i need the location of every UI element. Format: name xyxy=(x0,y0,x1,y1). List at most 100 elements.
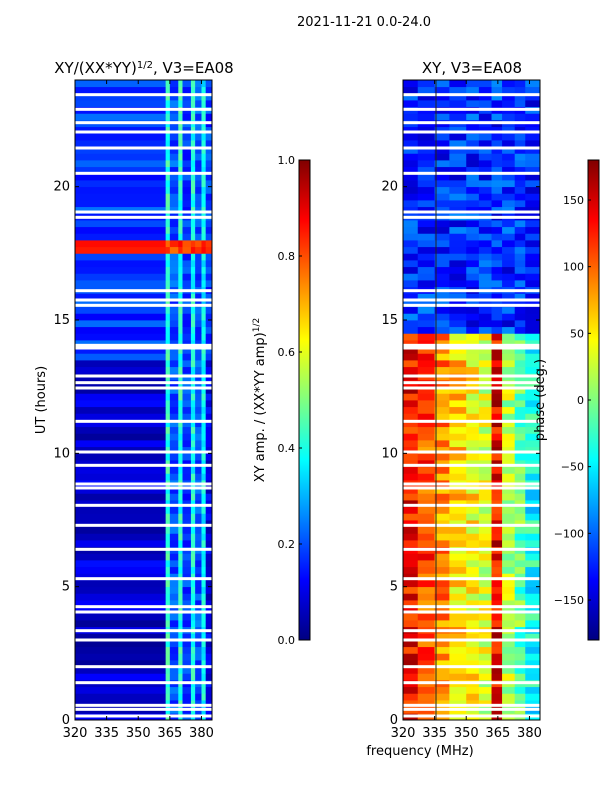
heatmap-cell xyxy=(514,433,526,441)
heatmap-cell xyxy=(182,660,192,668)
heatmap-cell xyxy=(417,166,436,174)
heatmap-cell xyxy=(201,486,207,494)
heatmap-cell xyxy=(466,593,480,601)
heatmap-cell xyxy=(417,180,436,188)
heatmap-cell xyxy=(178,273,183,281)
heatmap-cell xyxy=(502,533,516,541)
flagged-row xyxy=(403,463,540,467)
heatmap-cell xyxy=(514,466,526,474)
heatmap-cell xyxy=(434,180,450,188)
flagged-row xyxy=(75,121,212,125)
heatmap-cell xyxy=(466,660,480,668)
heatmap-cell xyxy=(195,560,202,568)
heatmap-cell xyxy=(75,140,167,148)
flagged-row xyxy=(403,343,540,347)
heatmap-cell xyxy=(165,360,171,368)
heatmap-cell xyxy=(434,386,450,394)
colorbar-tick-label: 150 xyxy=(563,194,584,207)
heatmap-cell xyxy=(514,553,526,561)
heatmap-cell xyxy=(403,553,419,561)
heatmap-cell xyxy=(165,473,171,481)
heatmap-cell xyxy=(478,500,492,508)
heatmap-cell xyxy=(190,600,196,608)
y-tick-label: 20 xyxy=(53,180,70,195)
heatmap-cell xyxy=(525,620,541,628)
y-tick-label: 5 xyxy=(390,580,398,595)
heatmap-cell xyxy=(195,186,202,194)
heatmap-cell xyxy=(525,233,541,241)
heatmap-cell xyxy=(190,193,196,201)
heatmap-cell xyxy=(434,206,450,214)
heatmap-cell xyxy=(491,280,503,288)
heatmap-cell xyxy=(182,153,192,161)
heatmap-cell xyxy=(525,526,541,534)
heatmap-cell xyxy=(195,613,202,621)
heatmap-cell xyxy=(525,426,541,434)
heatmap-cell xyxy=(417,460,436,468)
heatmap-cell xyxy=(190,613,196,621)
heatmap-cell xyxy=(466,226,480,234)
heatmap-cell xyxy=(502,386,516,394)
heatmap-cell xyxy=(478,506,492,514)
flagged-row xyxy=(75,381,212,385)
heatmap-cell xyxy=(182,393,192,401)
heatmap-cell xyxy=(449,540,467,548)
heatmap-cell xyxy=(466,646,480,654)
heatmap-cell xyxy=(190,520,196,528)
heatmap-cell xyxy=(75,573,167,581)
heatmap-cell xyxy=(165,100,171,108)
heatmap-cell xyxy=(449,140,467,148)
heatmap-cell xyxy=(201,186,207,194)
flagged-row xyxy=(403,523,540,527)
heatmap-cell xyxy=(75,413,167,421)
heatmap-cell xyxy=(169,160,179,168)
flagged-row xyxy=(75,346,212,350)
heatmap-cell xyxy=(525,386,541,394)
heatmap-cell xyxy=(178,240,183,248)
heatmap-cell xyxy=(205,153,213,161)
heatmap-cell xyxy=(75,646,167,654)
heatmap-cell xyxy=(169,186,179,194)
heatmap-cell xyxy=(190,606,196,614)
heatmap-cell xyxy=(491,166,503,174)
heatmap-cell xyxy=(195,360,202,368)
heatmap-cell xyxy=(169,646,179,654)
heatmap-cell xyxy=(449,173,467,181)
heatmap-cell xyxy=(201,353,207,361)
heatmap-cell xyxy=(449,360,467,368)
heatmap-cell xyxy=(525,140,541,148)
heatmap-cell xyxy=(190,620,196,628)
heatmap-cell xyxy=(525,186,541,194)
heatmap-cell xyxy=(178,233,183,241)
heatmap-cell xyxy=(201,473,207,481)
heatmap-cell xyxy=(525,326,541,334)
heatmap-cell xyxy=(190,86,196,94)
heatmap-cell xyxy=(205,353,213,361)
heatmap-cell xyxy=(466,500,480,508)
heatmap-cell xyxy=(478,493,492,501)
heatmap-cell xyxy=(178,300,183,308)
heatmap-cell xyxy=(403,660,419,668)
heatmap-cell xyxy=(201,166,207,174)
heatmap-cell xyxy=(190,160,196,168)
heatmap-cell xyxy=(75,566,167,574)
heatmap-cell xyxy=(178,400,183,408)
heatmap-cell xyxy=(478,540,492,548)
heatmap-cell xyxy=(514,300,526,308)
heatmap-cell xyxy=(190,526,196,534)
heatmap-cell xyxy=(195,386,202,394)
heatmap-cell xyxy=(75,80,167,88)
phase-axes-frame xyxy=(402,79,541,721)
flagged-row xyxy=(403,665,540,669)
heatmap-cell xyxy=(190,206,196,214)
heatmap-cell xyxy=(525,360,541,368)
heatmap-cell xyxy=(75,640,167,648)
heatmap-cell xyxy=(205,206,213,214)
heatmap-cell xyxy=(514,606,526,614)
heatmap-cell xyxy=(403,606,419,614)
heatmap-cell xyxy=(514,280,526,288)
heatmap-cell xyxy=(434,666,450,674)
heatmap-cell xyxy=(190,346,196,354)
heatmap-cell xyxy=(525,473,541,481)
heatmap-cell xyxy=(75,653,167,661)
